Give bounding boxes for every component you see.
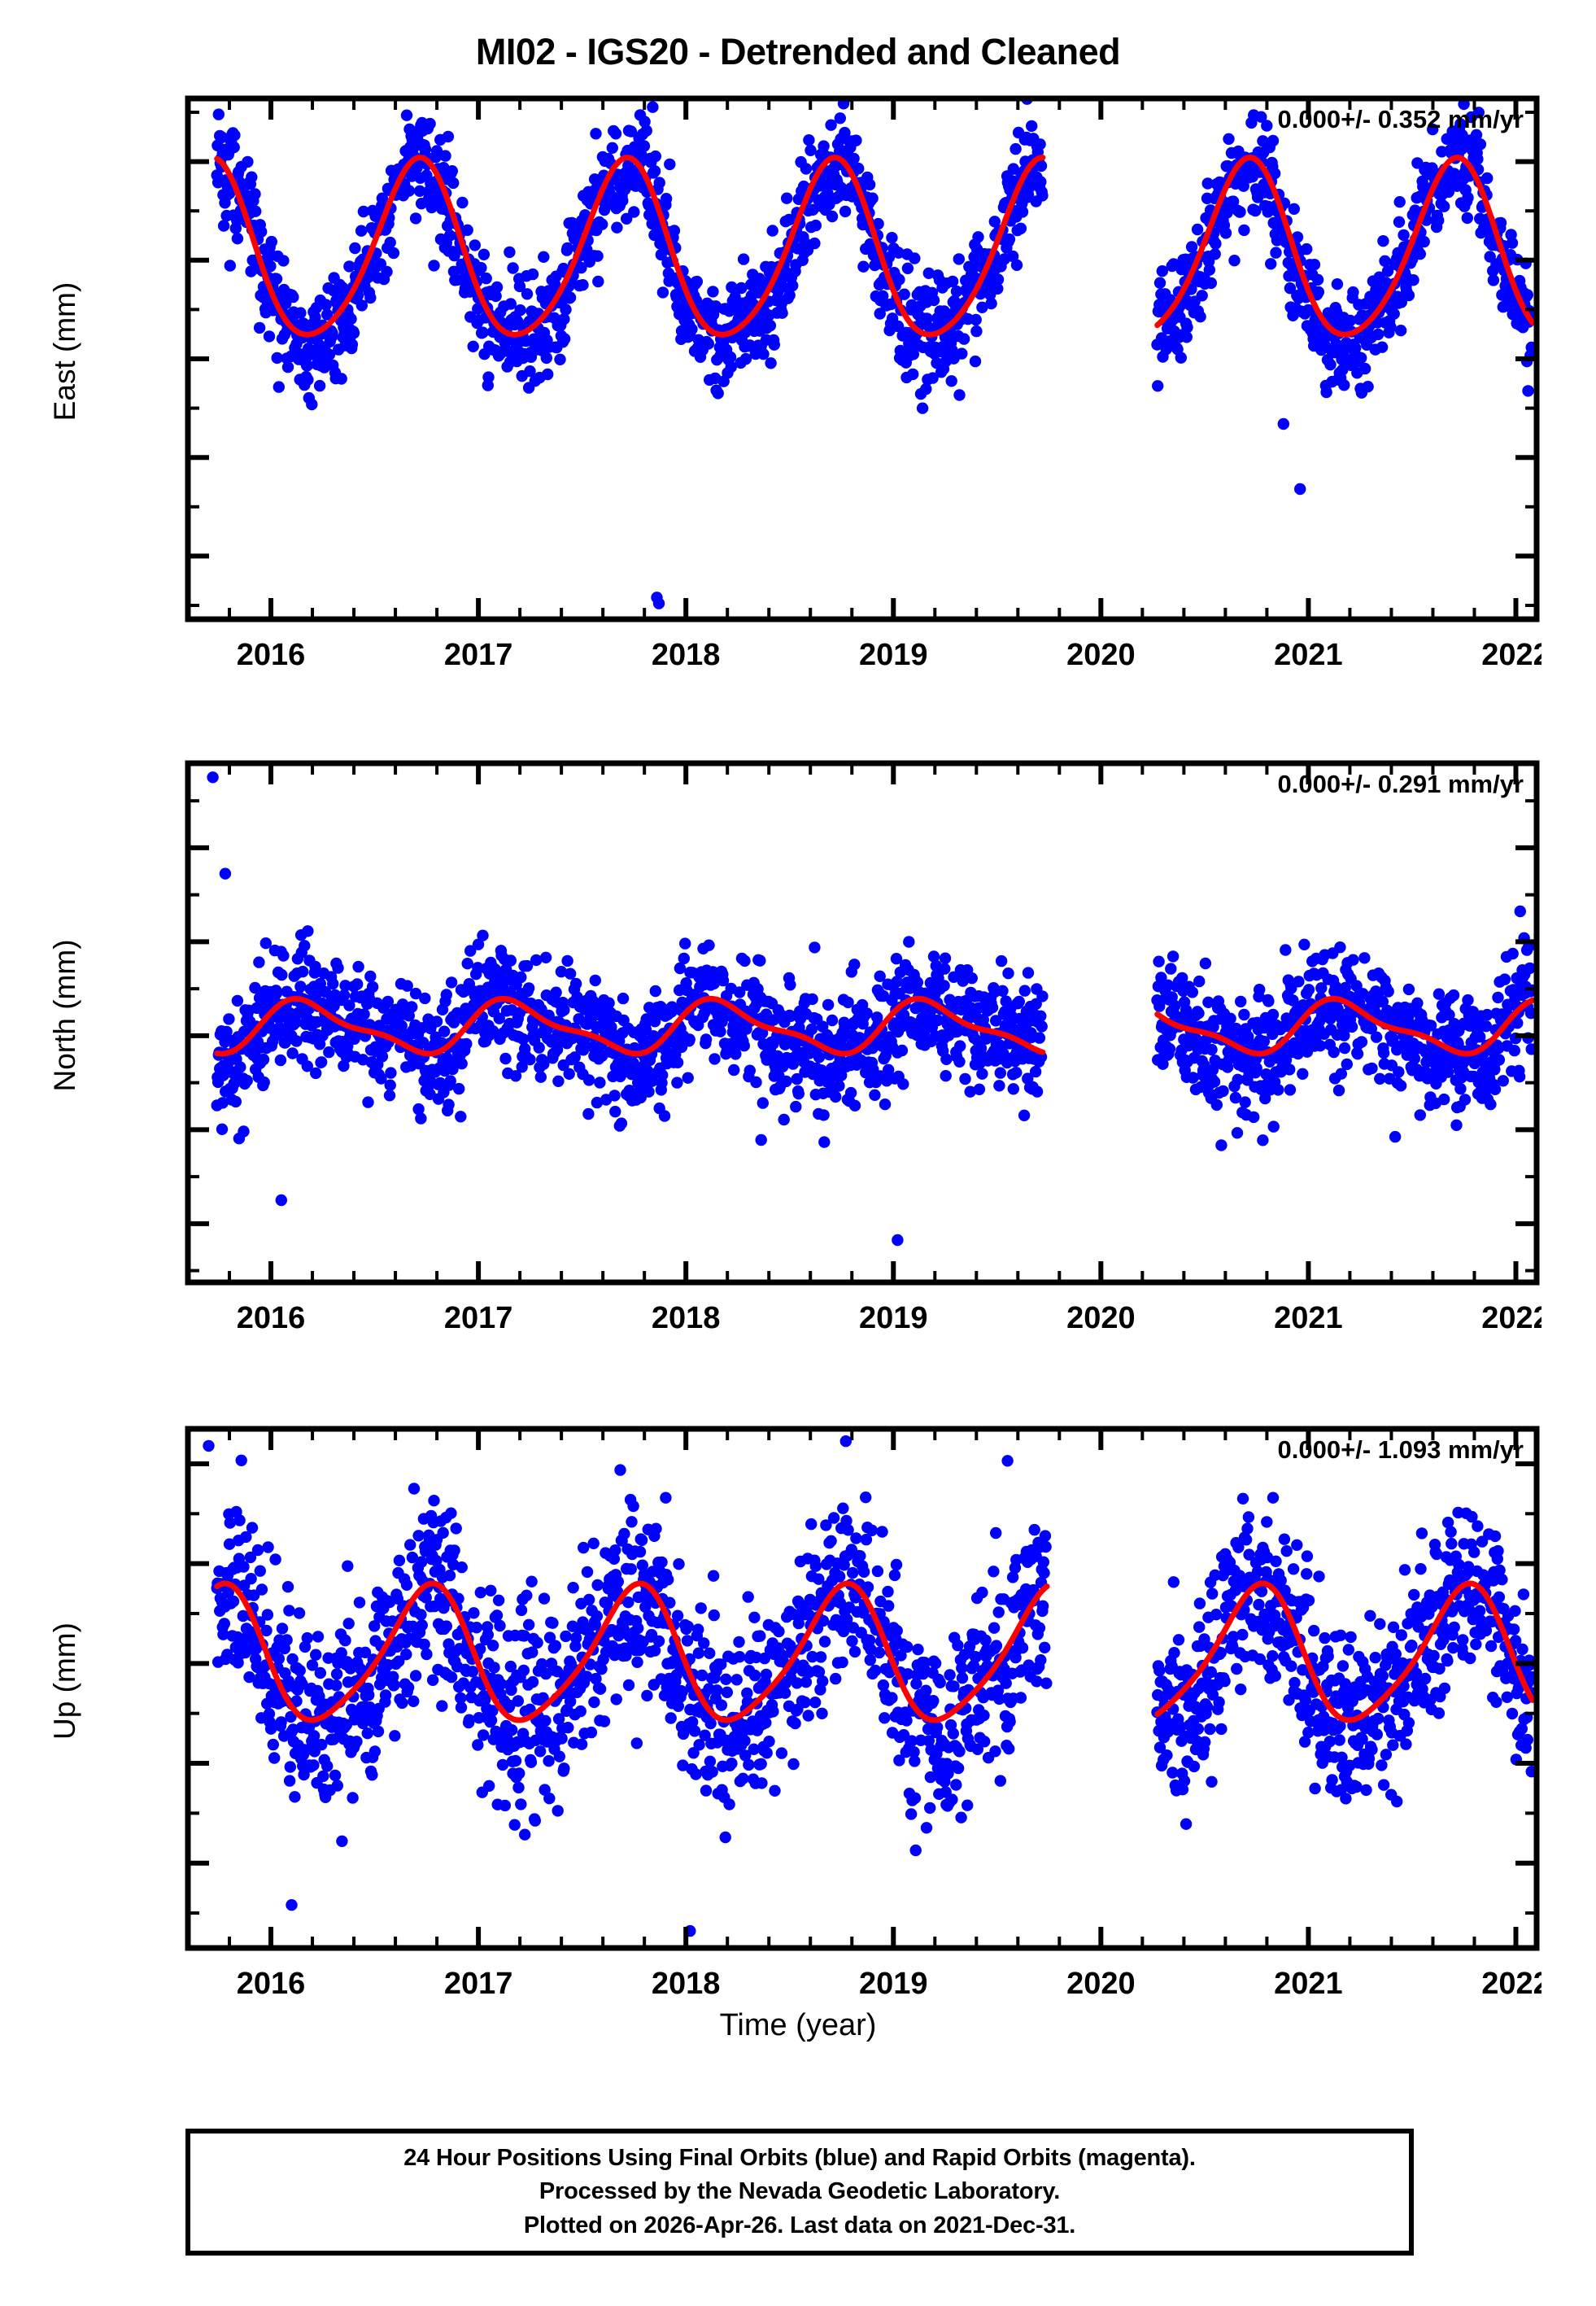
- x-tick-label: 2022: [1481, 1967, 1541, 2001]
- scatter-points: [203, 1435, 1537, 1937]
- panel-up: 20100−10−20 2016 2017 2018 2019 2020 2021 2022: [183, 1424, 1541, 2008]
- footer-line-2: Processed by the Nevada Geodetic Laborat…: [539, 2178, 1061, 2205]
- x-tick-labels: 2016 2017 2018 2019 2020 2021 2022: [237, 638, 1541, 672]
- x-tick-label: 2017: [444, 1301, 513, 1335]
- x-axis-ticks: [186, 1429, 1519, 1948]
- rate-annotation-up: 0.000+/- 1.093 mm/yr: [1277, 1435, 1524, 1464]
- y-axis-label-north: North (mm): [48, 939, 81, 1092]
- plot-frame: [185, 760, 1540, 1286]
- x-tick-label: 2019: [859, 1967, 928, 2001]
- footer-caption-box: 24 Hour Positions Using Final Orbits (bl…: [185, 2129, 1414, 2256]
- x-tick-label: 2018: [652, 1967, 721, 2001]
- fit-curve: [1154, 995, 1536, 1057]
- y-axis-ticks: 20100−10−20: [188, 1461, 1537, 1915]
- x-tick-label: 2022: [1481, 1301, 1541, 1335]
- plot-frame: [185, 1426, 1540, 1951]
- fit-curve: [214, 155, 1046, 338]
- x-tick-label: 2020: [1066, 1301, 1136, 1335]
- x-axis-ticks: [186, 98, 1519, 619]
- panel-east: 50−5−10−15 2016 2017 2018 2019 2020 2021 2022: [183, 94, 1541, 679]
- x-tick-label: 2019: [859, 638, 928, 672]
- x-tick-label: 2016: [237, 1301, 306, 1335]
- y-axis-ticks: 840−4−8: [188, 799, 1537, 1273]
- fit-curve: [1154, 1580, 1536, 1723]
- data-layer-north: [207, 771, 1537, 1247]
- plot-canvas-east: 50−5−10−15 2016 2017 2018 2019 2020 2021 2022: [185, 95, 1541, 672]
- data-layer-up: [203, 1435, 1537, 1937]
- fit-curve: [214, 995, 1046, 1057]
- plot-canvas-up: 20100−10−20 2016 2017 2018 2019 2020 2021 2022: [185, 1426, 1541, 2001]
- x-tick-label: 2021: [1274, 1967, 1343, 2001]
- x-tick-label: 2022: [1481, 638, 1541, 672]
- rate-annotation-east: 0.000+/- 0.352 mm/yr: [1277, 105, 1524, 133]
- scatter-points: [207, 771, 1537, 1247]
- x-tick-labels: 2016 2017 2018 2019 2020 2021 2022: [237, 1967, 1541, 2001]
- x-tick-label: 2018: [652, 638, 721, 672]
- x-tick-label: 2016: [237, 1967, 306, 2001]
- x-tick-labels: 2016 2017 2018 2019 2020 2021 2022: [237, 1301, 1541, 1335]
- x-tick-label: 2016: [237, 638, 306, 672]
- x-tick-label: 2021: [1274, 1301, 1343, 1335]
- x-axis-label: Time (year): [719, 2008, 877, 2042]
- x-tick-label: 2017: [444, 1967, 513, 2001]
- data-layer-east: [211, 98, 1537, 609]
- scatter-points: [211, 98, 1537, 609]
- fit-curve: [214, 1580, 1050, 1723]
- rate-annotation-north: 0.000+/- 0.291 mm/yr: [1277, 770, 1524, 798]
- x-tick-label: 2017: [444, 638, 513, 672]
- footer-line-3: Plotted on 2026-Apr-26. Last data on 202…: [523, 2212, 1076, 2238]
- x-tick-label: 2020: [1066, 638, 1136, 672]
- x-tick-label: 2021: [1274, 638, 1343, 672]
- y-axis-label-east: East (mm): [48, 282, 81, 421]
- y-axis-ticks: 50−5−10−15: [188, 110, 1537, 608]
- x-tick-label: 2019: [859, 1301, 928, 1335]
- panel-north: 840−4−8 2016 2017 2018 2019 2020 2021 2022: [183, 758, 1541, 1343]
- x-axis-ticks: [186, 763, 1519, 1282]
- page-title: MI02 - IGS20 - Detrended and Cleaned: [475, 31, 1121, 72]
- x-tick-label: 2020: [1066, 1967, 1136, 2001]
- plot-canvas-north: 840−4−8 2016 2017 2018 2019 2020 2021 2022: [185, 760, 1541, 1335]
- y-axis-label-up: Up (mm): [48, 1622, 81, 1740]
- fit-curve: [1154, 155, 1536, 338]
- footer-line-1: 24 Hour Positions Using Final Orbits (bl…: [403, 2145, 1196, 2172]
- x-tick-label: 2018: [652, 1301, 721, 1335]
